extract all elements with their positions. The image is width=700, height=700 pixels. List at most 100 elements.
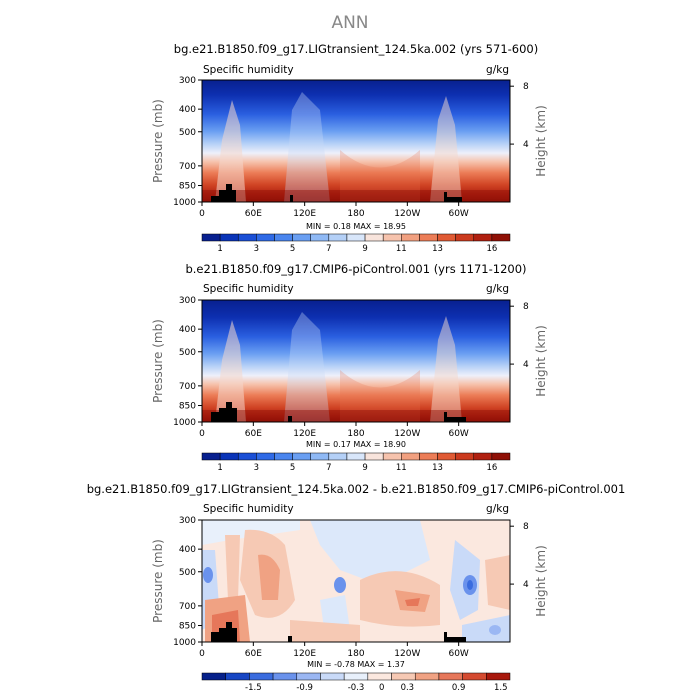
y-tick-label: 500 [179,348,196,358]
colorbar-swatch [346,233,366,242]
y-tick-label: 300 [179,296,196,306]
colorbar-swatch [343,672,369,681]
colorbar-swatch [401,233,420,242]
y-tick-label: 400 [179,545,196,555]
x-tick-label: 180 [347,429,364,439]
colorbar-label: 0 [379,683,384,693]
colorbar-swatch [364,233,384,242]
colorbar-swatch [225,672,250,681]
colorbar-swatch [473,452,493,461]
heatmap-field [202,300,510,422]
y-tick-label: 850 [179,182,196,192]
colorbar-label: 13 [432,244,443,254]
panel-title: bg.e21.B1850.f09_g17.LIGtransient_124.5k… [174,42,538,56]
x-tick-label: 60W [448,649,468,659]
y-tick-label: 1000 [173,418,196,428]
x-tick-label: 0 [199,649,205,659]
variable-label: Specific humidity [203,283,294,295]
colorbar-label: 3 [254,244,259,254]
colorbar-middle: 1 3 5 7 9 11 13 16 [201,452,511,473]
height-tick-label: 8 [523,82,529,92]
heatmap-field [202,520,510,642]
y-axis-label: Pressure (mb) [151,539,165,623]
colorbar-label: -1.5 [245,683,262,693]
colorbar-label: 13 [432,463,443,473]
colorbar-label: 0.3 [401,683,415,693]
y-tick-label: 700 [179,382,196,392]
x-tick-label: 180 [347,649,364,659]
colorbar-label: 0.9 [452,683,466,693]
x-tick-label: 120W [394,429,420,439]
colorbar-swatch [256,452,275,461]
land-mask [211,622,466,642]
y-axis-right-label: Height (km) [534,105,548,176]
y-tick-label: 1000 [173,198,196,208]
stats-text: MIN = 0.17 MAX = 18.90 [306,440,406,449]
panel-title: bg.e21.B1850.f09_g17.LIGtransient_124.5k… [87,482,626,496]
colorbar-swatch [201,672,226,681]
land-mask [211,402,466,422]
y-tick-label: 700 [179,602,196,612]
colorbar-swatch [462,672,487,681]
height-tick-label: 4 [523,360,529,370]
units-label: g/kg [486,64,509,76]
x-tick-label: 0 [199,429,205,439]
x-tick-label: 120E [293,649,316,659]
panel-title: b.e21.B1850.f09_g17.CMIP6-piControl.001 … [185,262,526,276]
colorbar-swatch [401,452,420,461]
colorbar-swatch [274,233,293,242]
colorbar-swatch [391,672,416,681]
y-tick-label: 300 [179,516,196,526]
stats-text: MIN = -0.78 MAX = 1.37 [307,660,405,669]
colorbar-label: 11 [396,244,407,254]
colorbar-swatch [272,672,298,681]
colorbar-label: 1.5 [494,683,508,693]
colorbar-swatch [310,233,330,242]
colorbar-swatch [437,233,456,242]
colorbar-swatch [249,672,274,681]
colorbar-swatch [237,233,257,242]
colorbar-swatch [310,452,330,461]
colorbar-label: 5 [290,463,295,473]
colorbar-label: 5 [290,244,295,254]
colorbar-swatch [219,233,239,242]
x-tick-label: 60E [245,429,262,439]
colorbar-label: 1 [217,463,222,473]
y-tick-label: 850 [179,402,196,412]
x-tick-label: 120E [293,429,316,439]
y-axis-right-label: Height (km) [534,545,548,616]
colorbar-swatch [274,452,293,461]
colorbar-top: 1 3 5 7 9 11 13 16 [201,233,511,254]
panel-middle: b.e21.B1850.f09_g17.CMIP6-piControl.001 … [151,262,548,473]
variable-label: Specific humidity [203,64,294,76]
y-tick-label: 850 [179,622,196,632]
axes-top: 300 400 500 700 850 1000 Pressure (mb) 8 4 Height… [151,76,548,219]
colorbar-label: 7 [326,244,331,254]
colorbar-swatch [486,672,511,681]
colorbar-swatch [382,233,402,242]
colorbar-swatch [414,672,440,681]
colorbar-label: 16 [486,463,497,473]
colorbar-label: 9 [362,244,367,254]
colorbar-label: 1 [217,244,222,254]
y-tick-label: 300 [179,76,196,86]
colorbar-swatch [455,233,475,242]
units-label: g/kg [486,283,509,295]
x-tick-label: 60W [448,429,468,439]
colorbar-swatch [256,233,275,242]
colorbar-swatch [382,452,402,461]
colorbar-swatch [292,452,311,461]
y-tick-label: 500 [179,568,196,578]
variable-label: Specific humidity [203,503,294,515]
y-axis-label: Pressure (mb) [151,319,165,403]
colorbar-swatch [437,452,456,461]
axes-bottom: 300 400 500 700 850 1000 Pressure (mb) 8 4 Height… [151,516,548,659]
height-tick-label: 4 [523,580,529,590]
y-tick-label: 400 [179,325,196,335]
height-tick-label: 4 [523,140,529,150]
height-tick-label: 8 [523,522,529,532]
colorbar-swatch [328,452,348,461]
units-label: g/kg [486,503,509,515]
y-tick-label: 700 [179,162,196,172]
